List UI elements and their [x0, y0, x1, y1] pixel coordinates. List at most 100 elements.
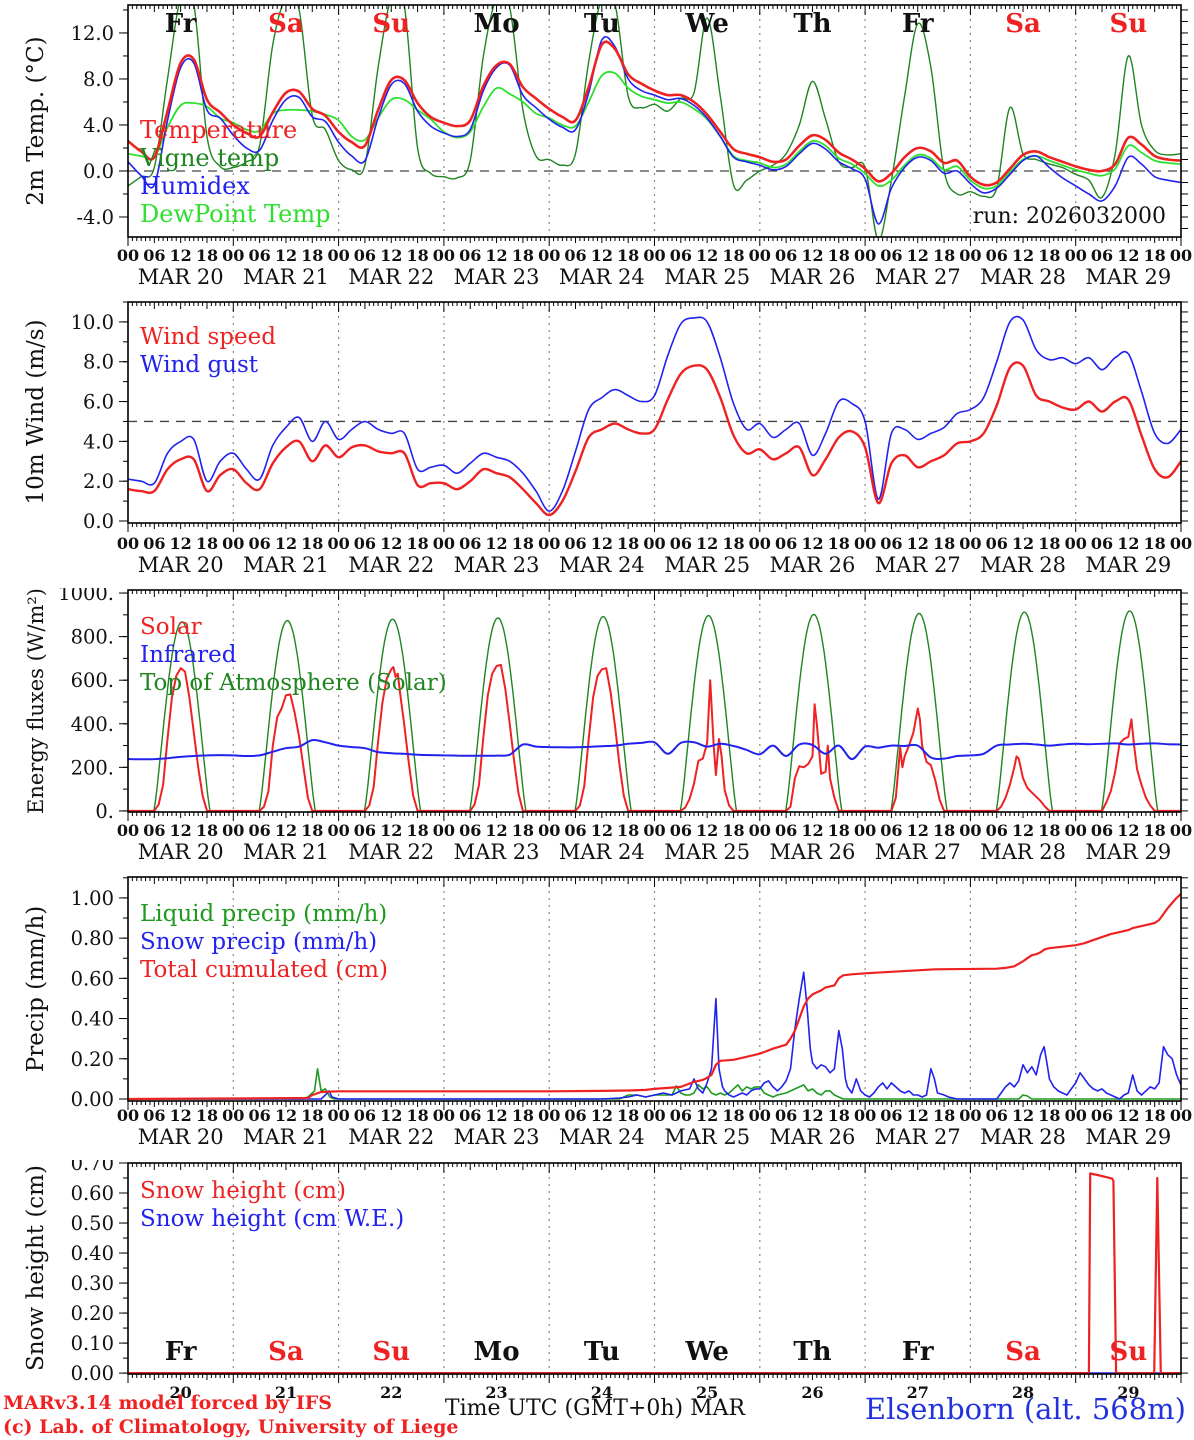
hour-tick-label: 12: [801, 1106, 823, 1125]
date-label: MAR 25: [664, 553, 750, 577]
hour-tick-label: 00: [117, 534, 139, 553]
hour-tick-label: 06: [775, 1106, 797, 1125]
hour-tick-label: 18: [301, 246, 323, 265]
hour-tick-label: 18: [406, 534, 428, 553]
hour-tick-label: 00: [433, 1106, 455, 1125]
hour-tick-label: 18: [1144, 534, 1166, 553]
hour-tick-label: 00: [643, 821, 665, 840]
date-label: MAR 24: [559, 553, 645, 577]
hour-tick-label: 00: [538, 246, 560, 265]
hour-tick-label: 12: [1012, 534, 1034, 553]
hour-tick-label: 00: [854, 246, 876, 265]
hour-tick-label: 00: [749, 534, 771, 553]
hour-tick-label: 00: [1065, 1106, 1087, 1125]
hour-tick-label: 00: [959, 246, 981, 265]
y-tick-label: 600.: [71, 669, 114, 692]
hour-tick-label: 12: [591, 246, 613, 265]
hour-tick-label: 12: [170, 821, 192, 840]
hour-tick-label: 12: [907, 821, 929, 840]
date-label: MAR 20: [138, 840, 224, 864]
hour-tick-label: 12: [380, 246, 402, 265]
hour-tick-label: 18: [196, 246, 218, 265]
date-label: MAR 22: [348, 840, 434, 864]
y-tick-label: 0.60: [71, 1182, 114, 1205]
date-label: MAR 26: [770, 1125, 856, 1149]
hour-tick-label: 06: [880, 534, 902, 553]
hour-tick-label: 18: [933, 821, 955, 840]
hour-tick-label: 06: [880, 1106, 902, 1125]
legend-snow-0: Snow height (cm): [140, 1178, 346, 1204]
day-name-label: We: [684, 9, 729, 39]
hour-tick-label: 12: [801, 534, 823, 553]
day-name-label: Su: [372, 1337, 410, 1367]
hour-tick-label: 12: [485, 1106, 507, 1125]
hour-tick-label: 06: [564, 821, 586, 840]
legend-wind-0: Wind speed: [140, 324, 276, 350]
hour-tick-label: 00: [433, 246, 455, 265]
date-label: MAR 27: [875, 553, 961, 577]
legend-energy-0: Solar: [140, 614, 202, 640]
date-label: MAR 29: [1085, 265, 1171, 289]
date-label: MAR 28: [980, 553, 1066, 577]
hour-tick-label: 18: [512, 246, 534, 265]
day-number-label: 20: [170, 1383, 192, 1402]
legend-temperature-3: DewPoint Temp: [140, 200, 331, 228]
day-name-label: Tu: [584, 9, 620, 39]
legend-temperature-0: Temperature: [140, 116, 297, 144]
tick-combs: [119, 5, 1188, 246]
day-number-label: 29: [1117, 1383, 1139, 1402]
hour-tick-label: 00: [433, 821, 455, 840]
hour-tick-label: 00: [327, 1106, 349, 1125]
date-label: MAR 20: [138, 265, 224, 289]
y-tick-label: -4.0: [76, 206, 114, 229]
y-tick-label: 0.: [95, 800, 114, 823]
hour-tick-label: 18: [1038, 1106, 1060, 1125]
hour-tick-label: 12: [275, 821, 297, 840]
y-tick-label: 8.0: [83, 68, 114, 91]
hour-tick-label: 18: [828, 534, 850, 553]
hour-tick-label: 18: [617, 821, 639, 840]
hour-tick-label: 12: [380, 534, 402, 553]
date-label: MAR 20: [138, 1125, 224, 1149]
hour-tick-label: 18: [301, 821, 323, 840]
hour-tick-label: 06: [880, 821, 902, 840]
hour-tick-label: 12: [275, 246, 297, 265]
hour-tick-label: 00: [1170, 821, 1192, 840]
day-name-label: Su: [1110, 9, 1148, 39]
hour-tick-label: 00: [643, 534, 665, 553]
hour-tick-label: 00: [854, 534, 876, 553]
hour-tick-label: 00: [222, 534, 244, 553]
date-label: MAR 27: [875, 265, 961, 289]
date-label: MAR 23: [454, 265, 540, 289]
hour-tick-label: 00: [117, 821, 139, 840]
day-name-label: Th: [793, 1337, 831, 1367]
hour-tick-label: 06: [775, 821, 797, 840]
hour-tick-label: 12: [1117, 246, 1139, 265]
hour-tick-label: 00: [959, 534, 981, 553]
y-tick-label: 0.80: [71, 927, 114, 950]
hour-tick-label: 12: [380, 821, 402, 840]
hour-tick-label: 06: [248, 534, 270, 553]
hour-tick-label: 18: [512, 821, 534, 840]
tick-combs: [119, 301, 1188, 532]
hour-tick-label: 18: [1144, 246, 1166, 265]
date-label: MAR 24: [559, 840, 645, 864]
hour-tick-label: 00: [222, 246, 244, 265]
hour-tick-label: 18: [301, 1106, 323, 1125]
hour-tick-label: 00: [959, 1106, 981, 1125]
legend-wind-1: Wind gust: [140, 352, 259, 378]
date-label: MAR 20: [138, 553, 224, 577]
hour-tick-label: 12: [1012, 246, 1034, 265]
series-wind-gust-line: [128, 315, 1181, 512]
series-total-cumulated-line: [128, 893, 1181, 1101]
y-tick-label: 0.00: [71, 1362, 114, 1385]
series-solar-line: [128, 663, 1181, 812]
hour-tick-label: 00: [749, 246, 771, 265]
day-name-label: Th: [793, 9, 831, 39]
hour-tick-label: 00: [538, 821, 560, 840]
hour-tick-label: 00: [538, 1106, 560, 1125]
y-tick-label: 0.50: [71, 1212, 114, 1235]
